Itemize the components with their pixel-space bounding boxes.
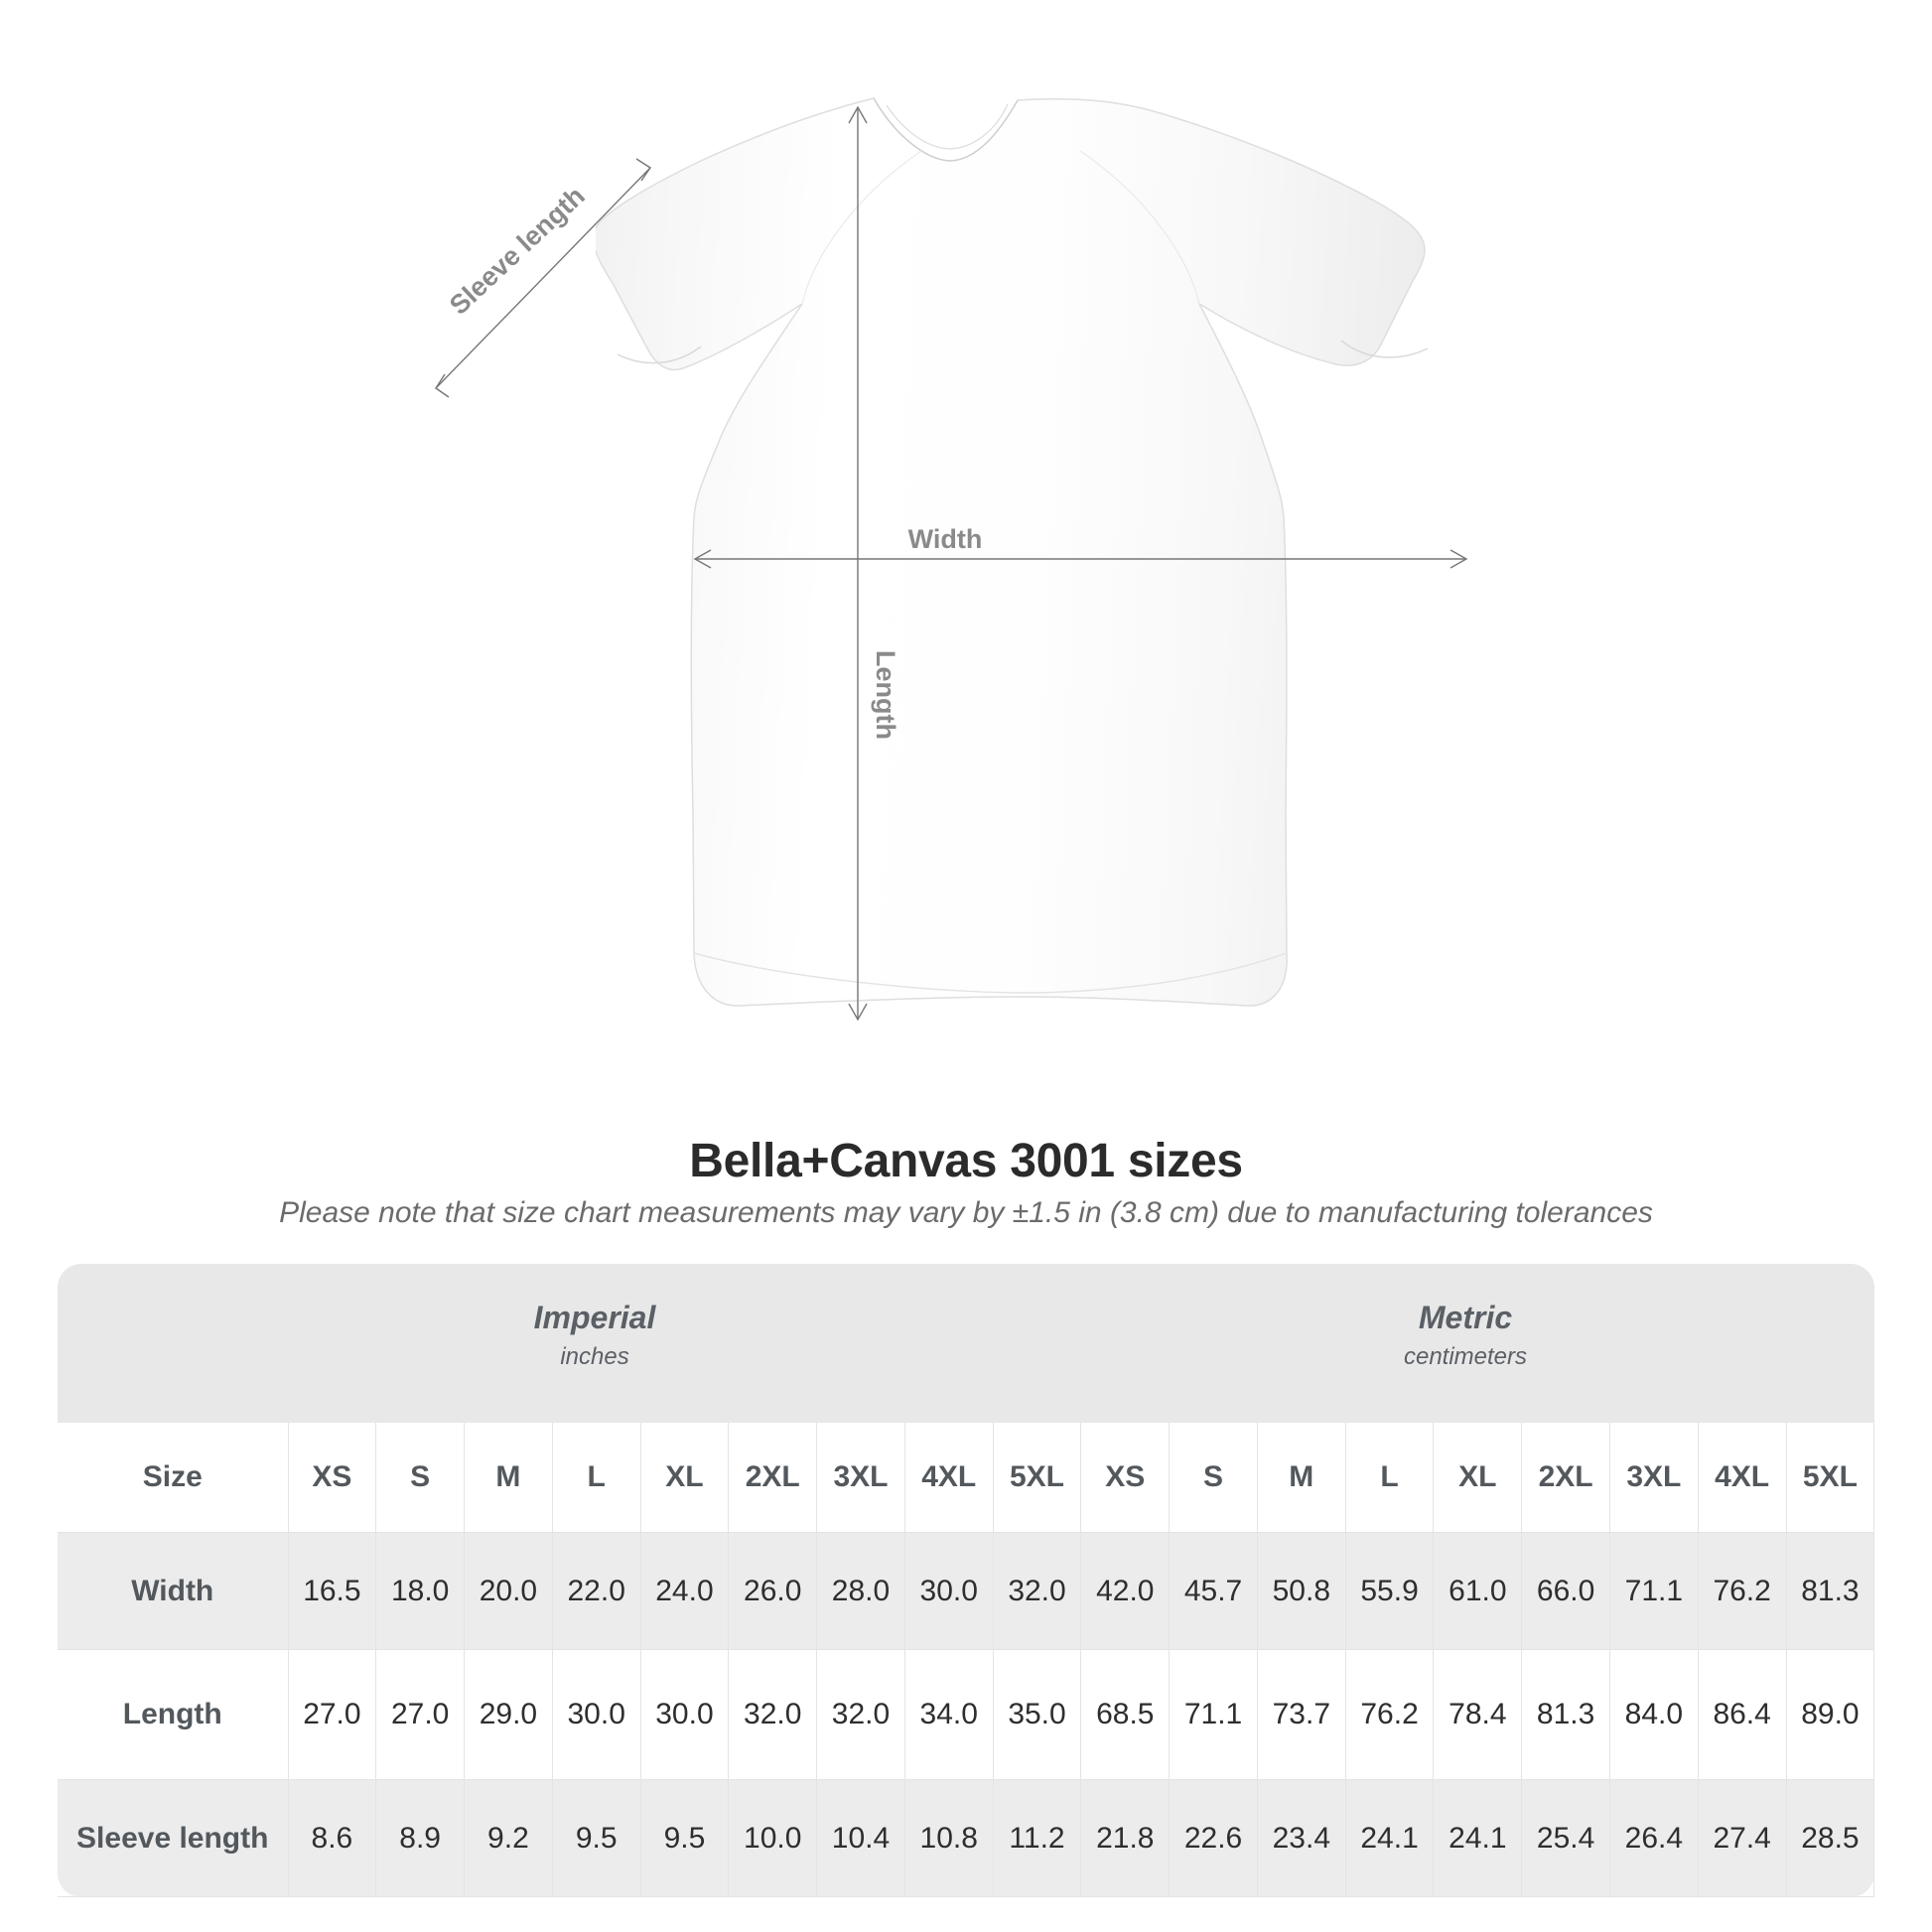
svg-text:Width: Width [908,524,983,554]
svg-text:Length: Length [871,650,900,740]
svg-text:Sleeve length: Sleeve length [444,181,591,321]
